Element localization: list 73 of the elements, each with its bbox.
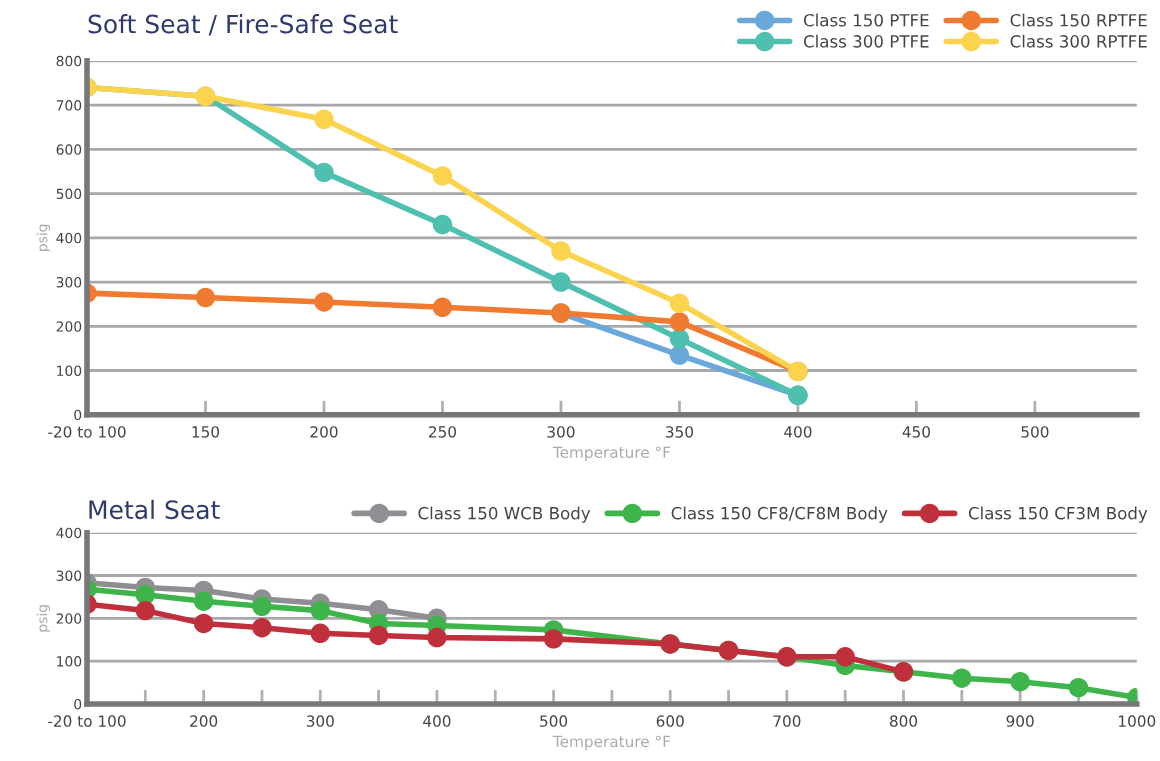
x-tick-label: -20 to 100 — [48, 715, 126, 727]
x-tick-label: 500 — [540, 715, 568, 727]
point — [551, 241, 571, 261]
y-tick-label: 100 — [57, 365, 82, 376]
x-tick-label: 900 — [1006, 715, 1034, 727]
chart-title: Metal Seat — [89, 499, 220, 520]
point — [314, 109, 334, 129]
legend-label: Class 300 PTFE — [803, 34, 929, 48]
point — [314, 292, 334, 312]
x-tick-label: 400 — [423, 715, 451, 727]
x-tick-label: 1000 — [1119, 715, 1156, 727]
legend-label: Class 150 WCB Body — [418, 506, 591, 523]
x-tick-label: -20 to 100 — [48, 426, 126, 438]
x-tick-label: 300 — [547, 426, 575, 438]
x-tick-label: 150 — [192, 426, 220, 438]
x-tick-label: 400 — [784, 426, 812, 438]
point — [368, 625, 389, 646]
y-tick-label: 200 — [56, 321, 82, 332]
y-tick-label: 600 — [56, 144, 82, 155]
x-tick-label: 800 — [889, 715, 918, 727]
x-tick-label: 500 — [1021, 426, 1049, 438]
point — [432, 214, 453, 235]
point — [1010, 671, 1030, 692]
x-axis-title: Temperature °F — [552, 735, 671, 751]
x-tick-label: 350 — [666, 426, 693, 438]
y-axis-title: psig — [36, 224, 51, 251]
legend-label: Class 150 RPTFE — [1010, 13, 1147, 27]
x-axis-title: Temperature °F — [552, 446, 671, 461]
y-tick-label: 400 — [56, 527, 82, 539]
legend-label: Class 300 RPTFE — [1010, 34, 1147, 48]
legend-label: Class 150 PTFE — [803, 13, 929, 27]
chart-title: Soft Seat / Fire-Safe Seat — [88, 14, 398, 36]
y-tick-label: 0 — [74, 409, 82, 421]
point — [432, 166, 453, 186]
point — [195, 287, 216, 308]
point — [135, 600, 156, 621]
x-tick-label: 450 — [902, 426, 930, 438]
y-tick-label: 800 — [56, 55, 82, 67]
x-tick-label: 200 — [190, 715, 218, 727]
point — [193, 591, 214, 611]
y-tick-label: 300 — [56, 277, 82, 288]
point — [252, 596, 272, 617]
point — [310, 600, 331, 621]
y-tick-label: 0 — [74, 698, 82, 710]
point — [551, 272, 571, 292]
x-tick-label: 300 — [306, 715, 334, 727]
point — [427, 627, 447, 648]
y-tick-label: 100 — [57, 656, 82, 667]
point — [835, 647, 855, 667]
point — [952, 668, 972, 688]
y-tick-label: 700 — [56, 100, 82, 111]
point — [543, 629, 564, 649]
legend-label: Class 150 CF3M Body — [968, 506, 1148, 523]
point — [432, 297, 453, 317]
x-tick-label: 700 — [773, 715, 801, 727]
point — [1068, 677, 1089, 698]
y-tick-label: 400 — [56, 232, 82, 244]
y-tick-label: 500 — [56, 188, 82, 200]
point — [310, 623, 331, 644]
point — [669, 345, 690, 365]
x-tick-label: 200 — [310, 426, 338, 438]
y-tick-label: 200 — [56, 613, 82, 624]
point — [314, 162, 334, 183]
point — [252, 618, 272, 638]
point — [669, 293, 690, 313]
point — [669, 312, 690, 332]
y-axis-title: psig — [36, 605, 51, 632]
point — [669, 328, 690, 349]
x-tick-label: 600 — [656, 715, 684, 727]
y-tick-label: 300 — [56, 570, 82, 581]
x-tick-label: 250 — [429, 426, 457, 438]
legend-label: Class 150 CF8/CF8M Body — [671, 506, 888, 523]
point — [193, 613, 214, 634]
